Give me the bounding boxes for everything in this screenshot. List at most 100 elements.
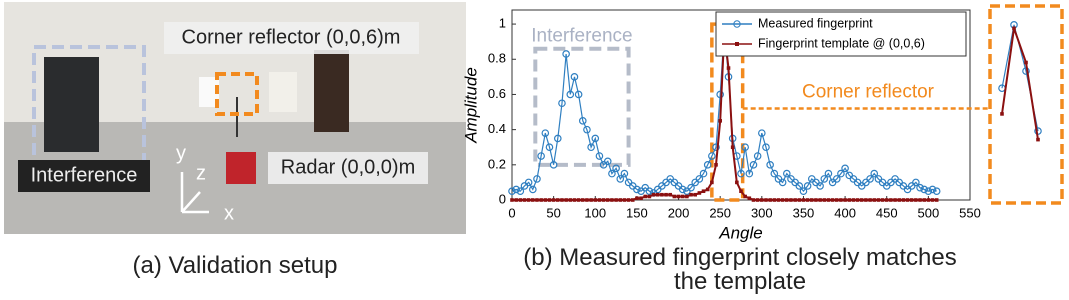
x-tick-label: 450 bbox=[876, 205, 898, 220]
marker bbox=[859, 198, 864, 202]
marker bbox=[789, 198, 793, 202]
marker bbox=[564, 198, 568, 202]
y-tick-label: 1 bbox=[499, 16, 506, 31]
y-tick-label: 0.2 bbox=[488, 156, 506, 171]
marker bbox=[924, 187, 933, 196]
marker bbox=[635, 196, 639, 201]
marker bbox=[680, 194, 685, 199]
marker bbox=[687, 183, 695, 192]
marker bbox=[793, 198, 797, 202]
marker bbox=[726, 66, 731, 70]
legend-marker bbox=[735, 42, 739, 46]
marker bbox=[522, 198, 527, 202]
axis-z: z bbox=[196, 162, 206, 184]
marker bbox=[901, 198, 906, 202]
marker bbox=[608, 169, 616, 178]
marker bbox=[741, 143, 749, 152]
marker bbox=[508, 187, 516, 196]
marker bbox=[735, 180, 739, 185]
marker bbox=[645, 187, 654, 196]
reflector-box bbox=[215, 72, 259, 116]
marker bbox=[795, 182, 804, 190]
label-bg bbox=[164, 22, 419, 54]
caption-a: (a) Validation setup bbox=[132, 252, 338, 279]
marker bbox=[799, 187, 808, 196]
marker bbox=[553, 134, 562, 143]
marker bbox=[764, 198, 768, 202]
frame bbox=[269, 72, 297, 112]
marker bbox=[918, 198, 922, 202]
marker bbox=[551, 198, 556, 202]
marker bbox=[922, 198, 926, 202]
marker bbox=[583, 125, 591, 134]
x-tick-label: 550 bbox=[959, 205, 981, 220]
marker bbox=[518, 198, 523, 202]
legend-label: Fingerprint template @ (0,0,6) bbox=[758, 36, 925, 50]
marker bbox=[603, 157, 612, 166]
marker bbox=[622, 198, 627, 202]
marker bbox=[872, 198, 877, 202]
label-bg bbox=[18, 160, 150, 192]
marker bbox=[576, 198, 581, 202]
legend: Measured fingerprint Fingerprint template… bbox=[715, 11, 967, 57]
marker bbox=[893, 198, 897, 202]
marker bbox=[639, 196, 643, 201]
label-bg bbox=[268, 152, 428, 184]
marker bbox=[851, 198, 856, 202]
marker bbox=[676, 194, 681, 199]
marker bbox=[539, 198, 543, 202]
y-tick-label: 0.8 bbox=[488, 51, 506, 66]
radar-label: Radar (0,0,0)m bbox=[281, 156, 416, 178]
marker bbox=[832, 175, 841, 183]
marker bbox=[839, 198, 843, 202]
marker bbox=[549, 161, 558, 169]
marker bbox=[820, 175, 829, 183]
marker bbox=[768, 198, 772, 202]
marker bbox=[778, 178, 787, 187]
marker bbox=[616, 175, 625, 183]
x-tick-label: 500 bbox=[918, 205, 940, 220]
x-axis-label: Angle bbox=[718, 223, 762, 242]
marker bbox=[531, 198, 535, 202]
axis-y: y bbox=[176, 142, 186, 164]
x-tick-label: 150 bbox=[626, 205, 648, 220]
axis-x: x bbox=[224, 202, 234, 224]
marker bbox=[685, 194, 689, 199]
marker bbox=[589, 198, 593, 202]
marker bbox=[770, 169, 779, 178]
marker bbox=[880, 198, 885, 202]
marker bbox=[605, 198, 610, 202]
marker bbox=[928, 185, 937, 194]
marker bbox=[841, 164, 849, 173]
marker bbox=[693, 192, 697, 197]
corner-label: Corner reflector (0,0,6)m bbox=[182, 26, 401, 48]
marker bbox=[543, 198, 548, 202]
marker bbox=[870, 169, 879, 178]
legend-label: Measured fingerprint bbox=[758, 16, 873, 30]
marker bbox=[510, 198, 514, 202]
marker bbox=[712, 143, 720, 152]
marker bbox=[514, 198, 518, 202]
marker bbox=[705, 187, 710, 192]
marker bbox=[934, 198, 939, 202]
marker bbox=[560, 198, 564, 202]
marker bbox=[822, 198, 827, 202]
marker bbox=[864, 198, 868, 202]
x-tick-label: 200 bbox=[668, 205, 690, 220]
radar bbox=[226, 152, 256, 184]
inset bbox=[998, 21, 1042, 142]
marker bbox=[689, 192, 693, 197]
marker bbox=[699, 169, 708, 178]
marker bbox=[834, 198, 839, 202]
x-tick-label: 400 bbox=[834, 205, 856, 220]
legend-box bbox=[715, 11, 967, 57]
marker bbox=[760, 198, 764, 202]
marker bbox=[585, 198, 589, 202]
annotation: Interference bbox=[531, 25, 632, 46]
marker bbox=[618, 198, 623, 202]
marker bbox=[868, 198, 872, 202]
marker bbox=[535, 198, 539, 202]
marker bbox=[610, 198, 614, 202]
marker bbox=[672, 194, 677, 199]
